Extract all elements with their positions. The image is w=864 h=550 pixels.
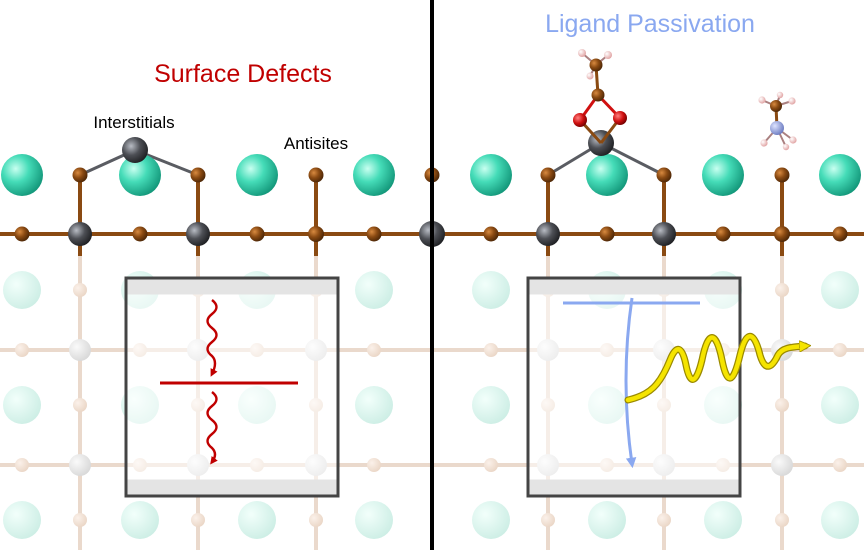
antisites-label: Antisites <box>284 134 348 153</box>
interstitials-label: Interstitials <box>93 113 174 132</box>
bulk-cation-atom <box>238 501 276 539</box>
bulk-anion-atom <box>484 343 498 357</box>
surface-cation-atom <box>1 154 43 196</box>
bulk-anion-atom <box>367 458 381 472</box>
bulk-metal-atom <box>69 454 91 476</box>
surface-cation-atom <box>236 154 278 196</box>
bulk-anion-atom <box>309 513 323 527</box>
bulk-anion-atom <box>73 398 87 412</box>
bulk-anion-atom <box>541 513 555 527</box>
bulk-anion-atom <box>775 398 789 412</box>
bulk-cation-atom <box>821 271 859 309</box>
surface-cation-atom <box>819 154 861 196</box>
bulk-anion-atom <box>73 513 87 527</box>
lattice-anion-atom <box>599 226 615 242</box>
bulk-cation-atom <box>3 386 41 424</box>
lattice-metal-atom <box>68 222 92 246</box>
lattice-metal-atom <box>652 222 676 246</box>
bulk-cation-atom <box>121 501 159 539</box>
bulk-cation-atom <box>472 271 510 309</box>
bulk-anion-atom <box>775 513 789 527</box>
defect-band-diagram <box>124 276 340 498</box>
surface-anion-atom <box>656 167 672 183</box>
surface-anion-atom <box>774 167 790 183</box>
passivation-band-diagram <box>526 276 805 498</box>
bulk-cation-atom <box>472 386 510 424</box>
bulk-cation-atom <box>821 386 859 424</box>
surface-cation-atom <box>353 154 395 196</box>
bulk-anion-atom <box>657 513 671 527</box>
bulk-cation-atom <box>3 501 41 539</box>
carboxylate-ligand <box>573 49 627 145</box>
bulk-anion-atom <box>73 283 87 297</box>
bulk-cation-atom <box>355 271 393 309</box>
amine-ligand <box>758 91 797 151</box>
bulk-cation-atom <box>472 501 510 539</box>
lattice-anion-atom <box>715 226 731 242</box>
surface-atoms <box>1 130 861 247</box>
bulk-anion-atom <box>484 458 498 472</box>
surface-cation-atom <box>119 154 161 196</box>
surface-cation-atom <box>702 154 744 196</box>
valence-band <box>127 479 337 495</box>
bulk-cation-atom <box>821 501 859 539</box>
bulk-anion-atom <box>15 458 29 472</box>
lattice-metal-atom <box>186 222 210 246</box>
curved-down-arrow-icon <box>624 297 637 469</box>
conduction-band <box>529 279 739 295</box>
lattice-anion-atom <box>832 226 848 242</box>
lattice-anion-atom <box>132 226 148 242</box>
bulk-cation-atom <box>355 386 393 424</box>
right-title: Ligand Passivation <box>545 10 755 38</box>
valence-band <box>529 479 739 495</box>
lattice-anion-atom <box>483 226 499 242</box>
wavy-down-arrow-icon <box>206 299 218 377</box>
bulk-cation-atom <box>3 271 41 309</box>
surface-cation-atom <box>470 154 512 196</box>
bulk-anion-atom <box>833 343 847 357</box>
surface-anion-atom <box>190 167 206 183</box>
bulk-cation-atom <box>355 501 393 539</box>
lattice-anion-atom <box>366 226 382 242</box>
antisite-atom <box>774 226 790 242</box>
lattice-anion-atom <box>14 226 30 242</box>
antisite-atom <box>308 226 324 242</box>
surface-anion-atom <box>540 167 556 183</box>
surface-anion-atom <box>308 167 324 183</box>
wavy-down-arrow-icon <box>206 391 218 465</box>
lattice-anion-atom <box>249 226 265 242</box>
bulk-metal-atom <box>771 454 793 476</box>
conduction-band <box>127 279 337 295</box>
surface-cation-atom <box>586 154 628 196</box>
bulk-anion-atom <box>833 458 847 472</box>
bulk-metal-atom <box>69 339 91 361</box>
bulk-anion-atom <box>15 343 29 357</box>
surface-anion-atom <box>72 167 88 183</box>
bulk-cation-atom <box>588 501 626 539</box>
left-title: Surface Defects <box>154 60 332 88</box>
bulk-anion-atom <box>191 513 205 527</box>
interstitial-atom <box>122 137 148 163</box>
bulk-cation-atom <box>704 501 742 539</box>
bulk-anion-atom <box>775 283 789 297</box>
lattice-metal-atom <box>536 222 560 246</box>
bulk-anion-atom <box>367 343 381 357</box>
